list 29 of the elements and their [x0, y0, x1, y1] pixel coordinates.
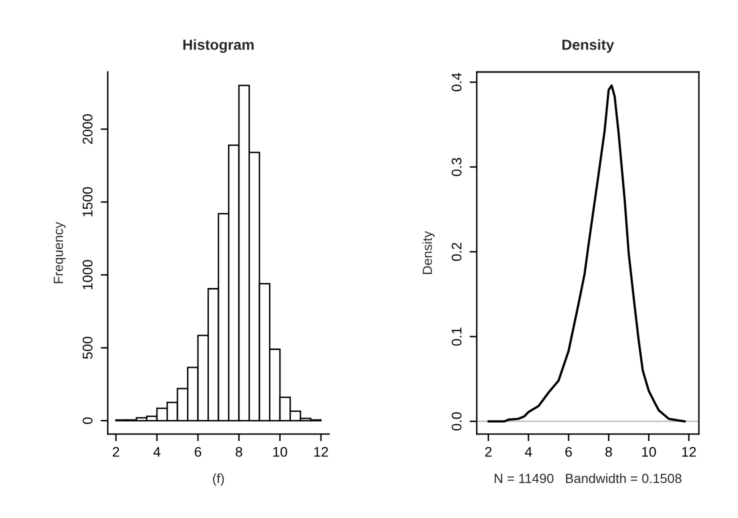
line-series	[487, 84, 686, 422]
x-tick-label: 4	[153, 447, 160, 457]
x-tick-label: 2	[112, 446, 120, 457]
y-tick-label: 1000	[82, 260, 93, 290]
y-tick-label: 0.4	[452, 72, 462, 92]
x-tick-label: 10	[273, 446, 288, 457]
y-tick-label: 0.0	[452, 412, 462, 430]
y-axis-title: Density	[422, 231, 435, 274]
chart-title: Histogram	[183, 39, 254, 53]
x-axis-title: N = 11490 Bandwidth = 0.1508	[494, 473, 682, 484]
x-tick-label: 2	[485, 446, 492, 457]
y-tick-label: 500	[82, 336, 93, 359]
y-tick-label: 0.1	[452, 328, 462, 346]
x-tick-label: 8	[236, 446, 242, 457]
chart-title: Density	[562, 39, 614, 53]
x-tick-label: 4	[524, 447, 532, 457]
y-tick-label: 0.2	[452, 242, 462, 261]
x-tick-label: 12	[314, 446, 328, 457]
x-tick-label: 10	[642, 446, 656, 457]
y-tick-label: 0.3	[452, 158, 462, 176]
x-tick-label: 6	[194, 446, 202, 457]
x-tick-label: 8	[605, 446, 612, 457]
x-axis-title: (f)	[213, 473, 224, 486]
x-tick-label: 12	[682, 446, 696, 457]
y-tick-label: 0	[82, 417, 93, 424]
y-tick-label: 2000	[82, 114, 93, 144]
x-tick-label: 6	[565, 446, 572, 457]
y-tick-label: 1500	[82, 187, 93, 216]
y-axis-title: Frequency	[54, 222, 66, 284]
